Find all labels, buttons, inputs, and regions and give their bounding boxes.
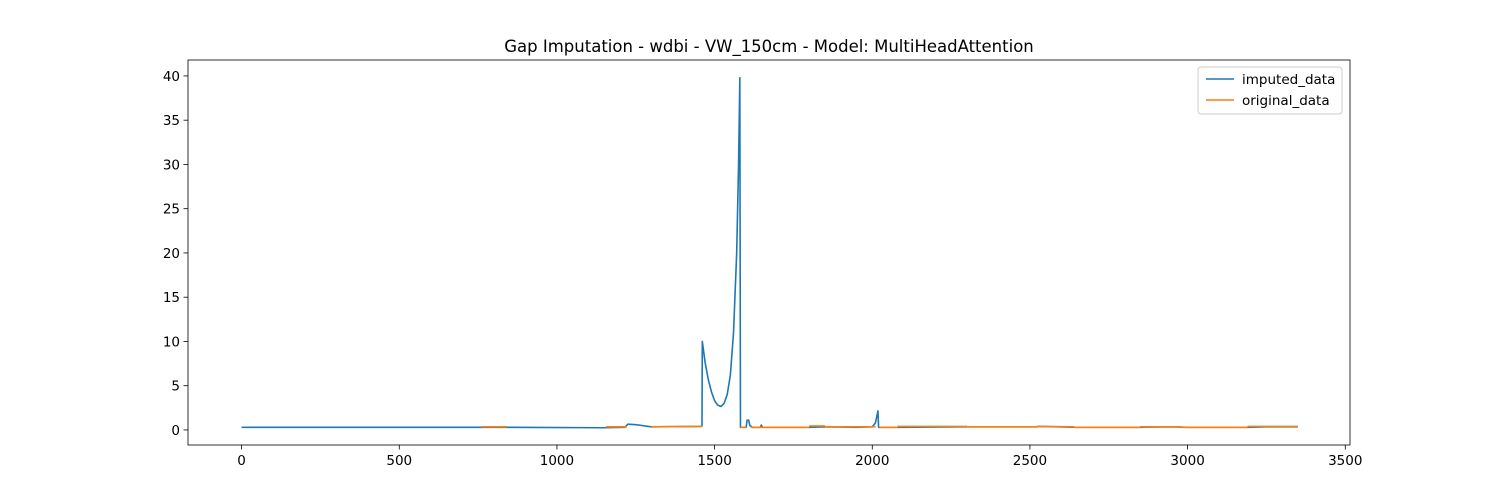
- x-tick-label: 1500: [697, 453, 731, 469]
- x-tick-label: 3000: [1170, 453, 1204, 469]
- legend-label-imputed_data: imputed_data: [1242, 72, 1335, 88]
- y-tick-label: 35: [163, 113, 180, 129]
- legend: imputed_data original_data: [1197, 66, 1343, 115]
- x-tick-label: 3500: [1328, 453, 1362, 469]
- y-tick-label: 15: [163, 290, 180, 306]
- x-tick-label: 2000: [855, 453, 889, 469]
- y-tick-label: 10: [163, 334, 180, 350]
- y-tick-label: 30: [163, 157, 180, 173]
- x-axis: 0 500 1000 1500 2000 2500 3000 3500: [237, 445, 1362, 469]
- y-tick-label: 5: [171, 379, 180, 395]
- x-tick-label: 2500: [1013, 453, 1047, 469]
- y-tick-label: 40: [163, 69, 180, 85]
- axes-frame: [187, 59, 1351, 446]
- x-tick-label: 0: [237, 453, 246, 469]
- x-tick-label: 1000: [540, 453, 574, 469]
- chart-title: Gap Imputation - wdbi - VW_150cm - Model…: [504, 37, 1034, 57]
- y-tick-label: 25: [163, 202, 180, 218]
- x-tick-label: 500: [386, 453, 412, 469]
- y-tick-label: 20: [163, 246, 180, 262]
- legend-label-original_data: original_data: [1242, 93, 1330, 109]
- y-axis: 0 5 10 15 20 25 30 35 40: [163, 69, 188, 439]
- plot-area: [187, 59, 1351, 446]
- y-tick-label: 0: [171, 423, 180, 439]
